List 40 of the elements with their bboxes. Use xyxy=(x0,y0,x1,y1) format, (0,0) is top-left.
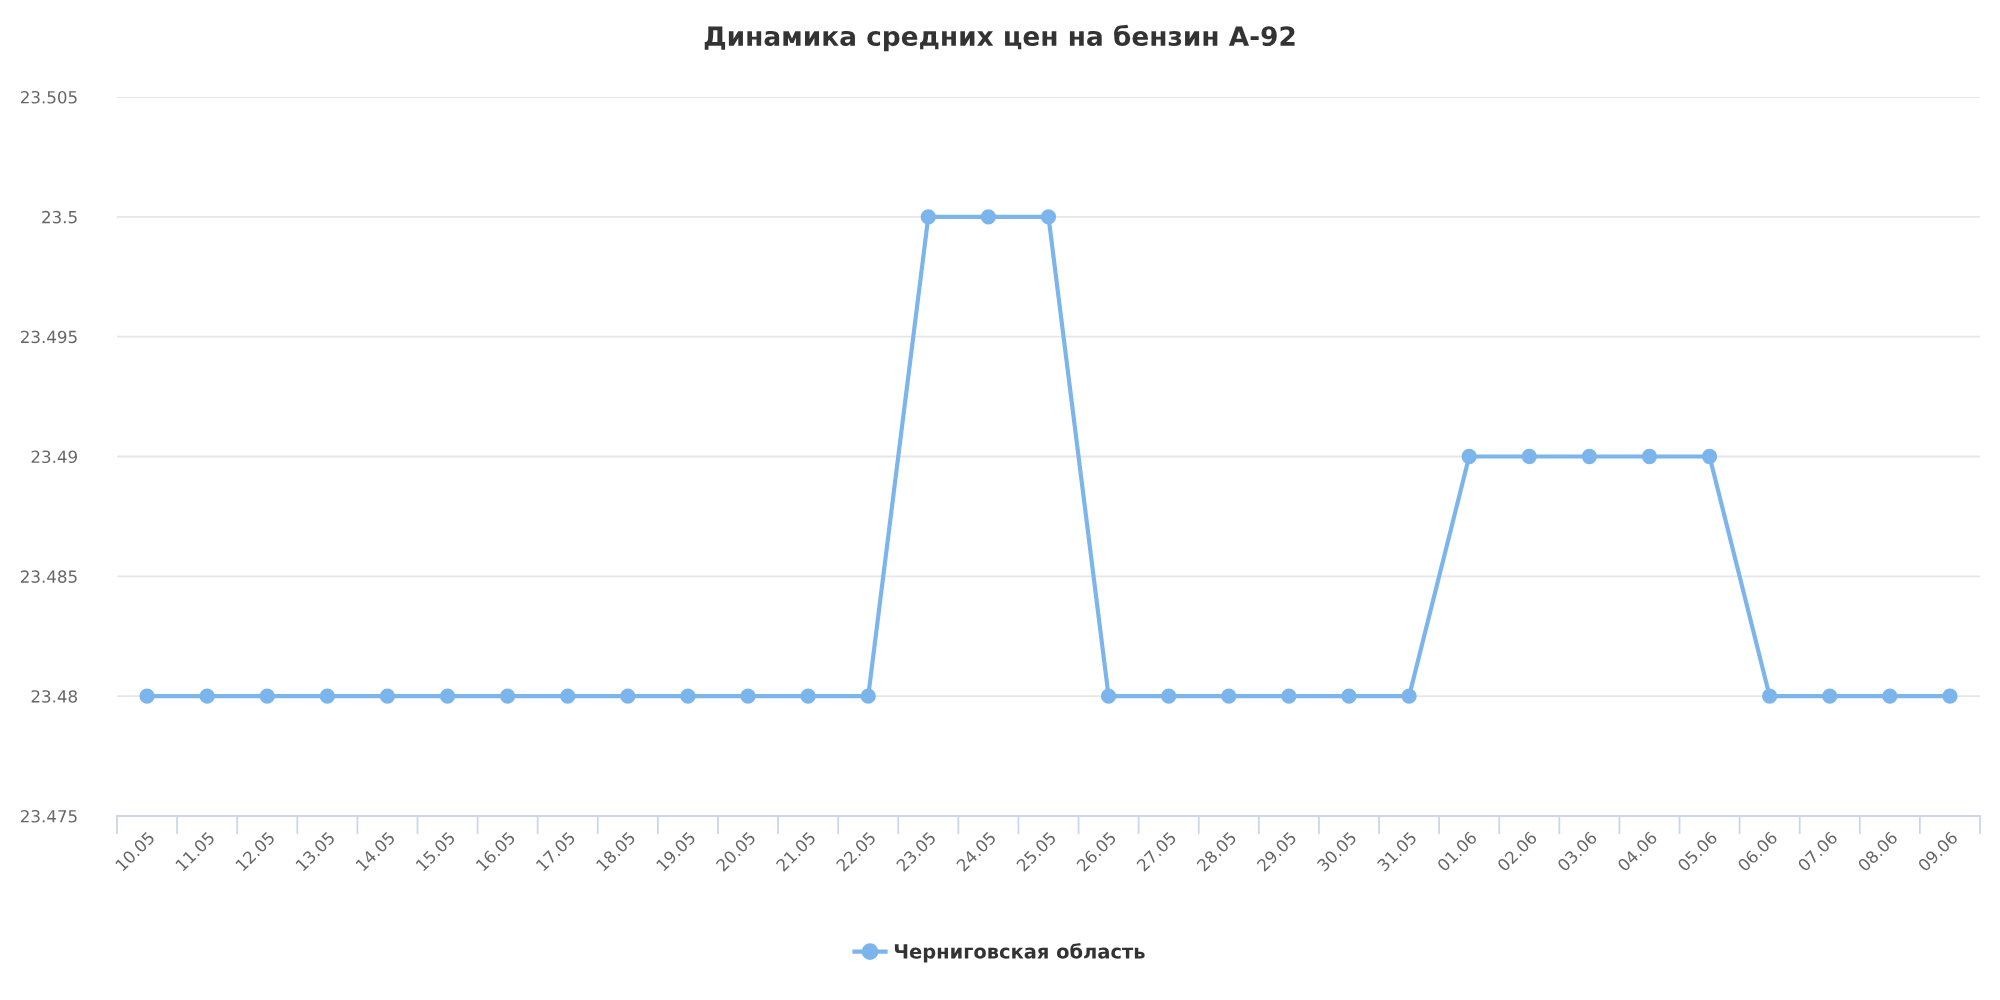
point xyxy=(560,688,576,704)
y-tick-label: 23.5 xyxy=(42,210,77,224)
point xyxy=(1341,688,1357,704)
point xyxy=(980,209,997,225)
point xyxy=(1161,688,1177,704)
point xyxy=(499,688,516,704)
point xyxy=(620,688,636,704)
point xyxy=(379,688,396,704)
point xyxy=(680,688,696,704)
point xyxy=(1401,688,1417,704)
point xyxy=(800,688,816,704)
y-tick-label: 23.485 xyxy=(21,570,77,583)
point xyxy=(740,688,756,704)
point xyxy=(319,688,335,704)
point xyxy=(1762,688,1778,704)
y-tick-label: 23.49 xyxy=(31,450,77,464)
point xyxy=(1521,448,1537,465)
point xyxy=(1581,448,1598,465)
point xyxy=(1100,688,1117,704)
point xyxy=(1221,688,1237,704)
y-tick-label: 23.505 xyxy=(21,90,77,104)
point xyxy=(439,688,456,704)
point xyxy=(1701,448,1718,465)
point xyxy=(1822,688,1838,704)
chart-title: Динамика средних цен на бензин А-92 xyxy=(704,24,1295,52)
y-tick-label: 23.48 xyxy=(31,690,77,703)
y-tick-label: 23.495 xyxy=(21,330,77,344)
point xyxy=(1461,448,1477,465)
point xyxy=(1942,688,1958,704)
y-tick-label: 23.475 xyxy=(21,809,77,823)
legend-label: Черниговская область xyxy=(894,943,1145,963)
point xyxy=(1281,688,1297,704)
point xyxy=(259,688,275,704)
point xyxy=(1641,448,1658,465)
point xyxy=(199,688,215,704)
point xyxy=(1882,688,1898,704)
point xyxy=(139,688,155,704)
point xyxy=(920,209,936,225)
point xyxy=(860,688,876,704)
point xyxy=(1040,209,1057,225)
